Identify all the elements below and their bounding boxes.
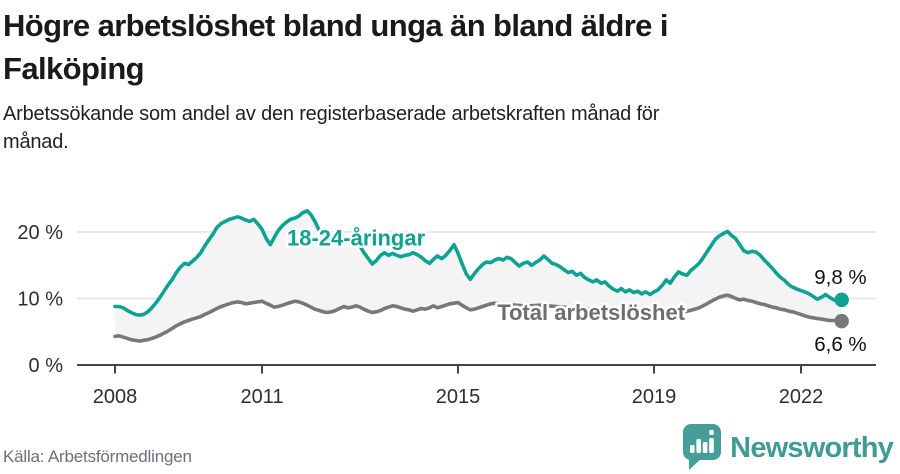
chart-canvas: 2008 2011 2015 2019 2022 0 % 10 % 20 % 18-24-åri… xyxy=(17,209,876,408)
x-tick-label-2022: 2022 xyxy=(779,386,824,408)
x-tick-label-2008: 2008 xyxy=(93,386,138,408)
end-label-1: 6,6 % xyxy=(814,333,866,356)
end-dot-0 xyxy=(834,292,849,308)
line-chart: 2008 2011 2015 2019 2022 0 % 10 % 20 % 18-24-åri… xyxy=(0,183,900,415)
title-line-2: Falköping xyxy=(3,51,145,86)
end-dot-1 xyxy=(834,313,849,329)
chart-subtitle: Arbetssökande som andel av den registerb… xyxy=(3,100,897,156)
subtitle-line-2: månad. xyxy=(3,131,69,153)
series-line-1 xyxy=(113,293,844,343)
subtitle-line-1: Arbetssökande som andel av den registerb… xyxy=(3,103,660,125)
y-tick-label-20: 20 % xyxy=(17,222,63,244)
x-tick-label-2011: 2011 xyxy=(240,386,283,408)
header: Högre arbetslöshet bland unga än bland ä… xyxy=(3,4,897,156)
end-label-0: 9,8 % xyxy=(814,266,866,289)
x-tick-label-2019: 2019 xyxy=(632,386,677,408)
series-band-fill xyxy=(115,210,842,342)
series-label-0: 18-24-åringar xyxy=(287,225,426,250)
series-line-0 xyxy=(113,209,844,317)
y-tick-label-0: 0 % xyxy=(29,355,64,377)
y-tick-label-10: 10 % xyxy=(17,289,63,311)
page-title: Högre arbetslöshet bland unga än bland ä… xyxy=(3,4,897,90)
series-label-1: Total arbetslöshet xyxy=(497,300,686,325)
newsworthy-logo-text: Newsworthy xyxy=(730,431,894,464)
newsworthy-logo-icon xyxy=(683,424,722,470)
source-note: Källa: Arbetsförmedlingen xyxy=(3,447,192,466)
title-line-1: Högre arbetslöshet bland unga än bland ä… xyxy=(3,8,668,43)
x-tick-label-2015: 2015 xyxy=(436,386,481,408)
newsworthy-logo: Newsworthy xyxy=(683,424,894,471)
